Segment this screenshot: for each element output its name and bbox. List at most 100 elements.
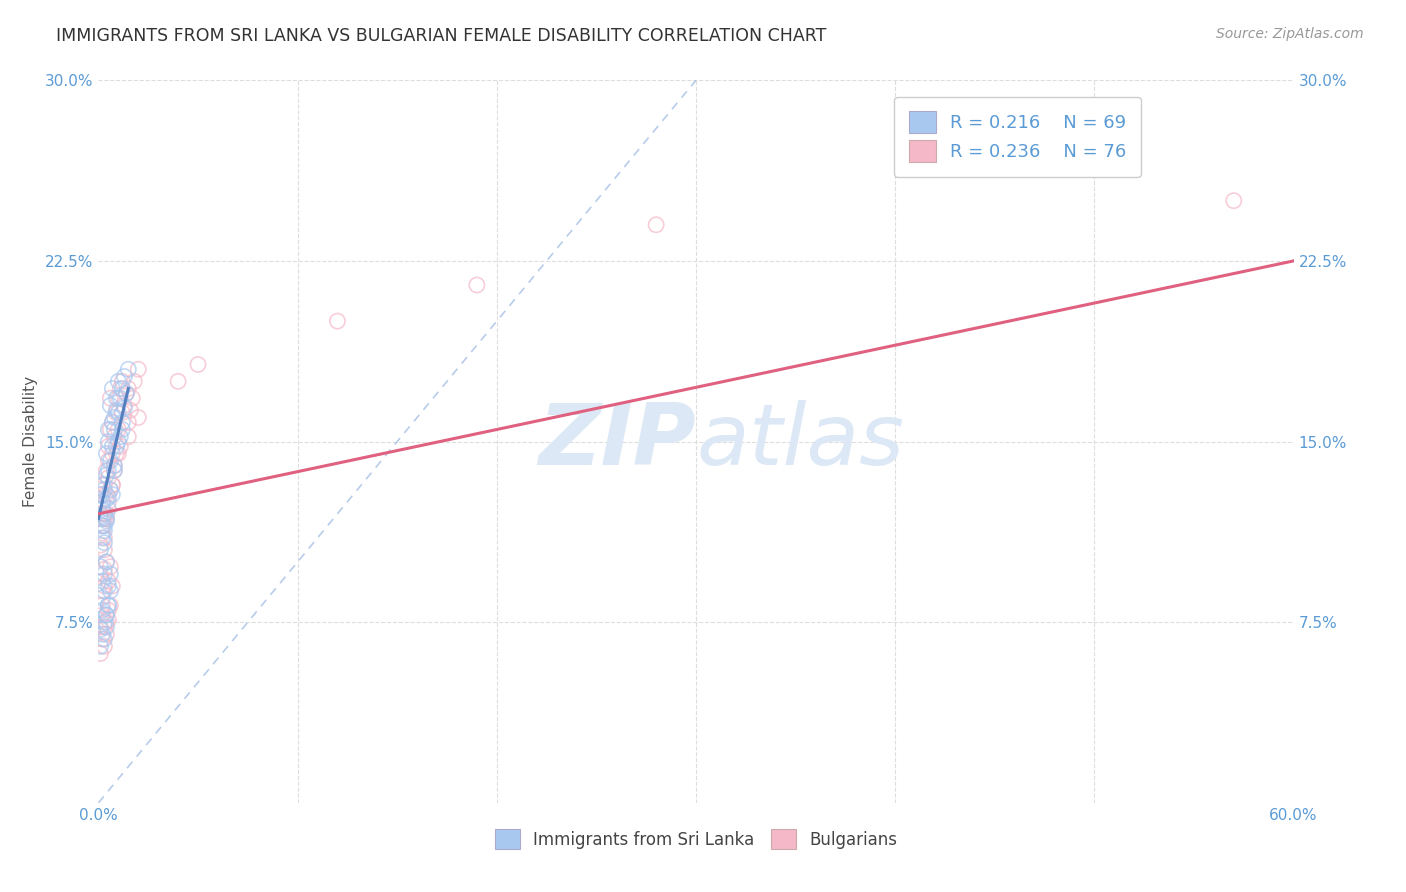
Point (111, 415, 134, 429)
Point (91, 627, 114, 641)
Point (89, 507, 111, 521)
Point (96, 514, 118, 528)
Point (98, 391, 122, 405)
Point (96, 607, 118, 622)
Point (96, 446, 118, 460)
Point (96, 463, 118, 477)
Point (103, 463, 125, 477)
Point (93, 542, 115, 557)
Point (97, 613, 120, 627)
Point (120, 403, 142, 417)
Point (97, 454, 120, 468)
Point (101, 446, 124, 460)
Point (127, 362, 149, 376)
Point (117, 415, 139, 429)
Point (98, 454, 122, 468)
Point (93, 518, 115, 533)
Point (103, 430, 125, 444)
Point (96, 511, 118, 525)
Point (93, 524, 115, 538)
Point (89, 487, 111, 501)
Point (91, 599, 114, 613)
Point (111, 382, 134, 396)
Point (96, 627, 118, 641)
Point (107, 374, 129, 388)
Point (167, 374, 190, 388)
Y-axis label: Female Disability: Female Disability (22, 376, 38, 508)
Point (98, 599, 122, 613)
Point (111, 422, 134, 436)
Point (91, 574, 114, 589)
Point (97, 422, 120, 436)
Point (93, 507, 115, 521)
Point (105, 406, 128, 420)
Point (93, 632, 115, 646)
Point (103, 463, 125, 477)
Point (96, 487, 118, 501)
Text: ZIP: ZIP (538, 400, 696, 483)
Point (110, 382, 132, 396)
Point (93, 535, 115, 549)
Point (98, 583, 122, 598)
Point (105, 446, 128, 460)
Point (91, 511, 114, 525)
Point (98, 398, 122, 412)
Point (117, 430, 139, 444)
Point (93, 507, 115, 521)
Point (97, 603, 120, 617)
Point (91, 607, 114, 622)
Point (97, 490, 120, 504)
Point (103, 458, 125, 473)
Point (98, 483, 122, 497)
Point (89, 511, 111, 525)
Point (107, 446, 129, 460)
Point (98, 559, 122, 574)
Point (97, 599, 120, 613)
Point (97, 463, 120, 477)
Point (110, 439, 132, 453)
Point (127, 410, 149, 425)
Point (93, 567, 115, 582)
Point (91, 502, 114, 516)
Point (117, 362, 139, 376)
Point (110, 430, 132, 444)
Point (101, 478, 124, 492)
Point (89, 542, 111, 557)
Point (111, 374, 134, 388)
Text: atlas: atlas (696, 400, 904, 483)
Point (107, 406, 129, 420)
Point (97, 439, 120, 453)
Point (93, 511, 115, 525)
Point (112, 401, 135, 415)
Point (101, 439, 124, 453)
Point (115, 386, 138, 401)
Point (91, 518, 114, 533)
Legend: Immigrants from Sri Lanka, Bulgarians: Immigrants from Sri Lanka, Bulgarians (485, 819, 907, 860)
Point (107, 434, 129, 449)
Point (124, 374, 146, 388)
Point (105, 403, 128, 417)
Point (96, 468, 118, 483)
Point (101, 415, 124, 429)
Point (97, 494, 120, 508)
Text: IMMIGRANTS FROM SRI LANKA VS BULGARIAN FEMALE DISABILITY CORRELATION CHART: IMMIGRANTS FROM SRI LANKA VS BULGARIAN F… (56, 27, 827, 45)
Point (105, 391, 128, 405)
Point (91, 494, 114, 508)
Point (96, 607, 118, 622)
Point (91, 478, 114, 492)
Point (96, 620, 118, 634)
Point (93, 483, 115, 497)
Point (1223, 194, 1246, 208)
Point (89, 483, 111, 497)
Point (89, 620, 111, 634)
Point (103, 458, 125, 473)
Point (101, 487, 124, 501)
Point (101, 382, 124, 396)
Point (91, 494, 114, 508)
Point (97, 470, 120, 484)
Point (111, 406, 134, 420)
Point (96, 555, 118, 569)
Point (121, 391, 143, 405)
Point (107, 391, 129, 405)
Point (96, 555, 118, 569)
